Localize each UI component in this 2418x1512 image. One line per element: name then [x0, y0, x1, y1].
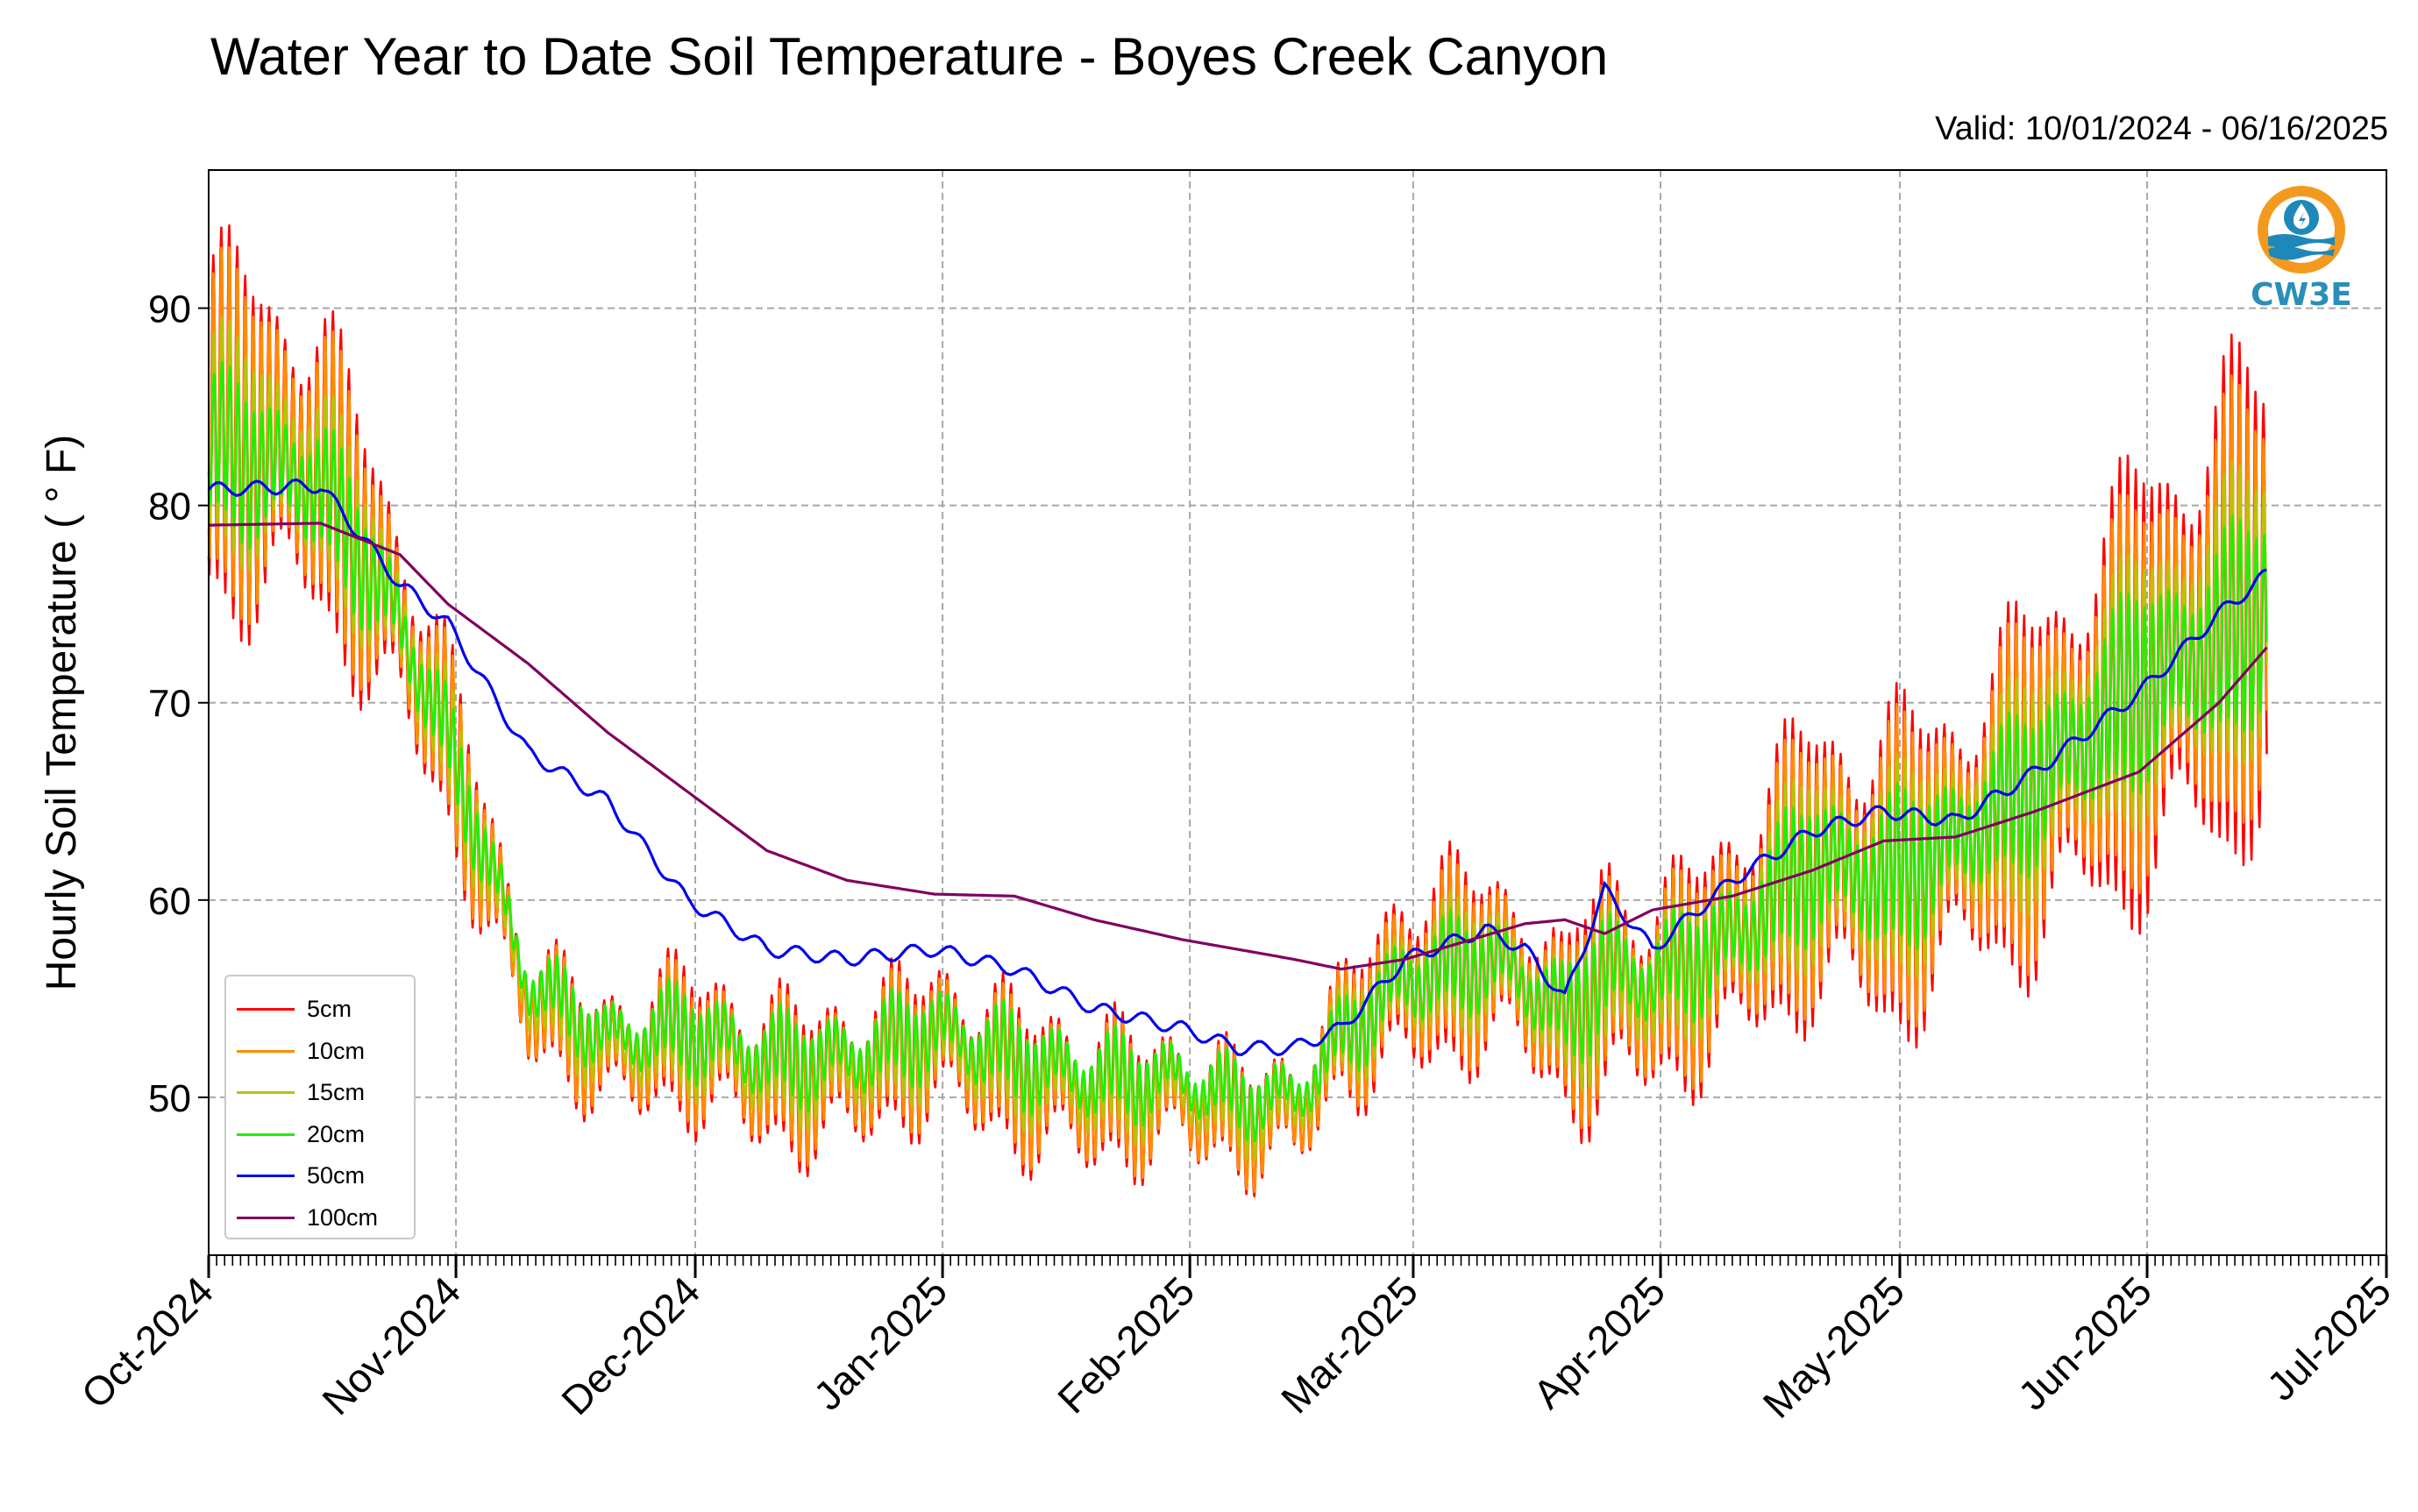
legend-swatch — [237, 1216, 295, 1219]
x-tick-label: Jan-2025 — [805, 1267, 956, 1418]
water-drop-icon — [2258, 186, 2345, 273]
legend-swatch — [237, 1049, 295, 1053]
legend-label: 100cm — [307, 1203, 379, 1231]
legend-item-100cm: 100cm — [237, 1197, 414, 1239]
legend-item-10cm: 10cm — [237, 1031, 414, 1073]
legend-swatch — [237, 1132, 295, 1136]
x-tick-label: Apr-2025 — [1524, 1267, 1674, 1417]
valid-range-subtitle: Valid: 10/01/2024 - 06/16/2025 — [1935, 110, 2388, 147]
x-tick-label: May-2025 — [1754, 1267, 1913, 1426]
legend-swatch — [237, 1091, 295, 1095]
legend-label: 15cm — [307, 1079, 366, 1106]
legend-swatch — [237, 1175, 295, 1178]
x-tick-label: Dec-2024 — [552, 1267, 708, 1423]
series-line-100cm — [208, 522, 2268, 971]
legend-item-5cm: 5cm — [237, 989, 414, 1031]
x-tick-label: Mar-2025 — [1272, 1267, 1426, 1422]
y-tick-label: 90 — [148, 288, 191, 331]
legend-swatch — [237, 1008, 295, 1012]
y-tick-label: 70 — [148, 683, 191, 726]
x-tick-label: Oct-2024 — [73, 1267, 223, 1417]
legend-label: 10cm — [307, 1037, 366, 1064]
x-tick-label: Jun-2025 — [2009, 1267, 2160, 1418]
series-line-10cm — [207, 245, 2268, 1194]
legend-item-50cm: 50cm — [237, 1155, 414, 1197]
x-tick-label: Nov-2024 — [313, 1267, 469, 1423]
logo-text: CW3E — [2251, 277, 2352, 313]
series-lines — [207, 224, 2268, 1198]
legend: 5cm 10cm 15cm 20cm 50cm 100cm — [224, 975, 416, 1239]
y-tick-label: 80 — [148, 486, 191, 529]
chart-title: Water Year to Date Soil Temperature - Bo… — [210, 27, 1609, 86]
series-line-50cm — [207, 478, 2267, 1057]
y-tick-label: 50 — [148, 1077, 191, 1120]
x-tick-label: Feb-2025 — [1049, 1267, 1203, 1422]
series-line-15cm — [207, 316, 2268, 1161]
legend-item-15cm: 15cm — [237, 1072, 414, 1114]
cw3e-logo: CW3E — [2250, 182, 2353, 319]
plot-frame — [208, 169, 2387, 1256]
series-line-5cm — [207, 224, 2268, 1198]
series-line-20cm — [207, 360, 2268, 1143]
x-minor-ticks — [208, 1255, 2387, 1266]
legend-label: 5cm — [307, 996, 352, 1023]
legend-label: 20cm — [307, 1120, 366, 1147]
legend-label: 50cm — [307, 1162, 366, 1189]
y-tick-label: 60 — [148, 880, 191, 923]
x-tick-label: Jul-2025 — [2258, 1267, 2400, 1409]
legend-item-20cm: 20cm — [237, 1114, 414, 1156]
y-axis-label: Hourly Soil Temperature ( ° F) — [39, 435, 85, 991]
